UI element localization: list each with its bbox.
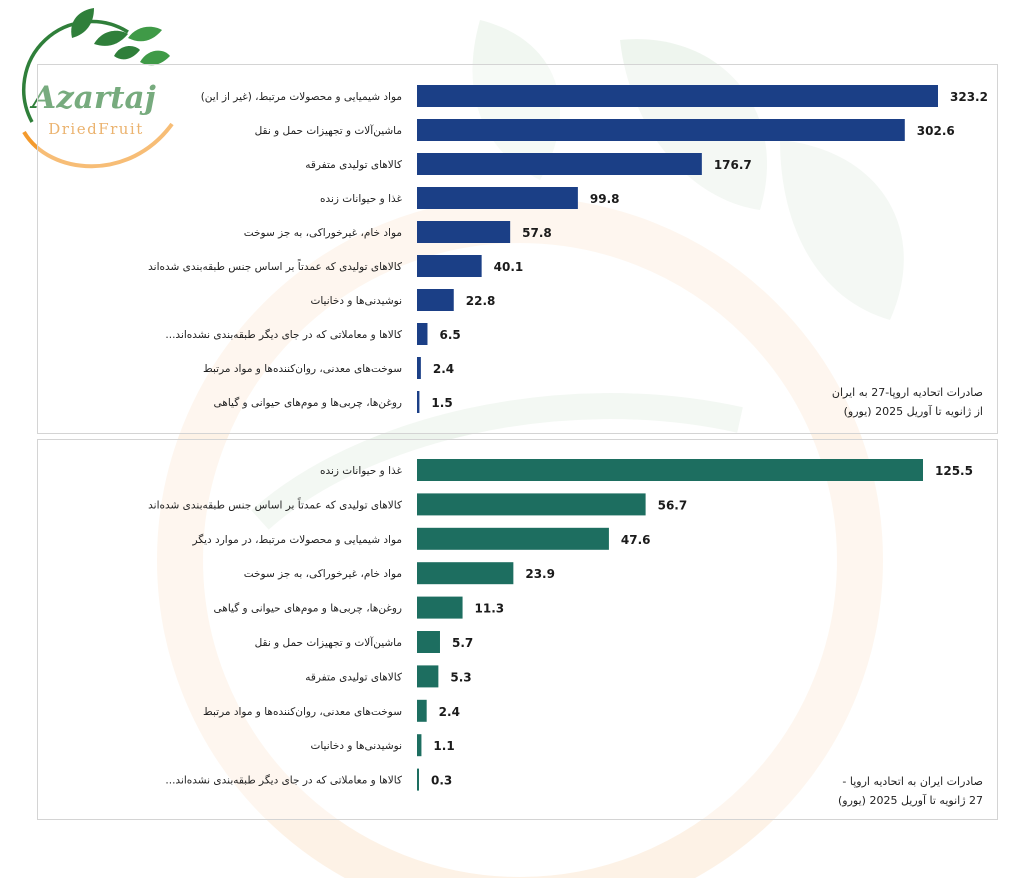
brand-logo: Azartaj DriedFruit <box>22 8 174 169</box>
leaf-icon <box>128 26 162 42</box>
caption-line: از ژانویه تا آوریل 2025 (یورو) <box>843 405 983 418</box>
bar-chart-eu-to-iran: مواد شیمیایی و محصولات مرتبط، (غیر از ای… <box>148 85 988 413</box>
bar <box>417 85 938 107</box>
value-label: 22.8 <box>466 294 496 308</box>
category-label: مواد خام، غیرخوراکی، به جز سوخت <box>244 227 402 239</box>
logo-green-arc <box>22 19 129 123</box>
bar <box>417 323 428 345</box>
chart-caption: صادرات ایران به اتحادیه اروپا - 27 ژانوی… <box>838 772 983 810</box>
value-label: 5.3 <box>450 670 471 684</box>
value-label: 323.2 <box>950 90 988 104</box>
category-label: مواد شیمیایی و محصولات مرتبط، در موارد د… <box>192 533 402 546</box>
bar <box>417 562 514 585</box>
logo-orange-arc <box>22 122 174 169</box>
category-label: کالاهای تولیدی که عمدتاً بر اساس جنس طبق… <box>148 497 402 511</box>
bar <box>417 119 905 141</box>
caption-line: صادرات ایران به اتحادیه اروپا - <box>842 775 983 788</box>
leaf-icon <box>71 8 94 38</box>
bar <box>417 187 578 209</box>
logo-tagline: DriedFruit <box>48 120 144 138</box>
bar-chart-iran-to-eu: غذا و حیوانات زنده 125.5 کالاهای تولیدی که… <box>148 459 973 791</box>
caption-line: 27 ژانویه تا آوریل 2025 (یورو) <box>838 794 983 807</box>
category-label: روغن‌ها، چربی‌ها و موم‌های حیوانی و گیاه… <box>214 602 402 615</box>
category-label: مواد خام، غیرخوراکی، به جز سوخت <box>244 568 402 580</box>
value-label: 2.4 <box>433 362 454 376</box>
category-label: مواد شیمیایی و محصولات مرتبط، (غیر از ای… <box>201 91 402 103</box>
bar <box>417 768 419 791</box>
value-label: 1.1 <box>433 739 454 753</box>
leaf-icon <box>140 50 170 66</box>
category-label: کالاها و معاملاتی که در جای دیگر طبقه‌بن… <box>165 328 402 341</box>
bar <box>417 493 646 516</box>
leaf-icon <box>114 46 140 60</box>
value-label: 56.7 <box>658 498 688 512</box>
category-label: سوخت‌های معدنی، روان‌کننده‌ها و مواد مرت… <box>203 706 402 718</box>
category-label: سوخت‌های معدنی، روان‌کننده‌ها و مواد مرت… <box>203 363 402 375</box>
bar <box>417 631 440 653</box>
bar <box>417 255 482 277</box>
value-label: 40.1 <box>494 260 524 274</box>
value-label: 6.5 <box>439 328 460 342</box>
value-label: 11.3 <box>475 602 505 616</box>
category-label: غذا و حیوانات زنده <box>320 465 403 477</box>
bar <box>417 665 439 688</box>
leaf-icon <box>94 30 128 46</box>
chart-caption: صادرات اتحادیه اروپا-27 به ایران از ژانو… <box>832 383 983 421</box>
value-label: 125.5 <box>935 464 973 478</box>
category-label: کالاهای تولیدی که عمدتاً بر اساس جنس طبق… <box>148 259 402 273</box>
bar <box>417 527 609 550</box>
category-label: غذا و حیوانات زنده <box>320 193 403 205</box>
logo-brand-name: Azartaj <box>29 80 156 116</box>
bar <box>417 153 702 175</box>
bar <box>417 459 923 481</box>
value-label: 0.3 <box>431 774 452 788</box>
bar <box>417 289 454 311</box>
category-label: کالاهای تولیدی متفرقه <box>305 159 402 171</box>
chart-panel-iran-to-eu: غذا و حیوانات زنده 125.5 کالاهای تولیدی که… <box>37 439 998 820</box>
value-label: 302.6 <box>917 124 955 138</box>
value-label: 47.6 <box>621 533 651 547</box>
category-label: نوشیدنی‌ها و دخانیات <box>310 740 402 752</box>
bar <box>417 357 421 379</box>
caption-line: صادرات اتحادیه اروپا-27 به ایران <box>831 386 983 399</box>
category-label: نوشیدنی‌ها و دخانیات <box>310 295 402 307</box>
value-label: 2.4 <box>439 705 460 719</box>
category-label: ماشین‌آلات و تجهیزات حمل و نقل <box>255 636 402 649</box>
value-label: 23.9 <box>525 567 555 581</box>
bar <box>417 221 511 243</box>
category-label: کالاهای تولیدی متفرقه <box>305 671 402 683</box>
category-label: روغن‌ها، چربی‌ها و موم‌های حیوانی و گیاه… <box>214 396 402 409</box>
value-label: 99.8 <box>590 192 620 206</box>
category-label: ماشین‌آلات و تجهیزات حمل و نقل <box>255 124 402 137</box>
bar <box>417 391 420 413</box>
bar <box>417 699 427 722</box>
bar <box>417 734 422 757</box>
chart-panel-eu-to-iran: مواد شیمیایی و محصولات مرتبط، (غیر از ای… <box>37 64 998 434</box>
value-label: 5.7 <box>452 636 473 650</box>
category-label: کالاها و معاملاتی که در جای دیگر طبقه‌بن… <box>165 774 402 787</box>
bar <box>417 596 463 619</box>
value-label: 57.8 <box>522 226 552 240</box>
value-label: 176.7 <box>714 158 752 172</box>
value-label: 1.5 <box>431 396 452 410</box>
